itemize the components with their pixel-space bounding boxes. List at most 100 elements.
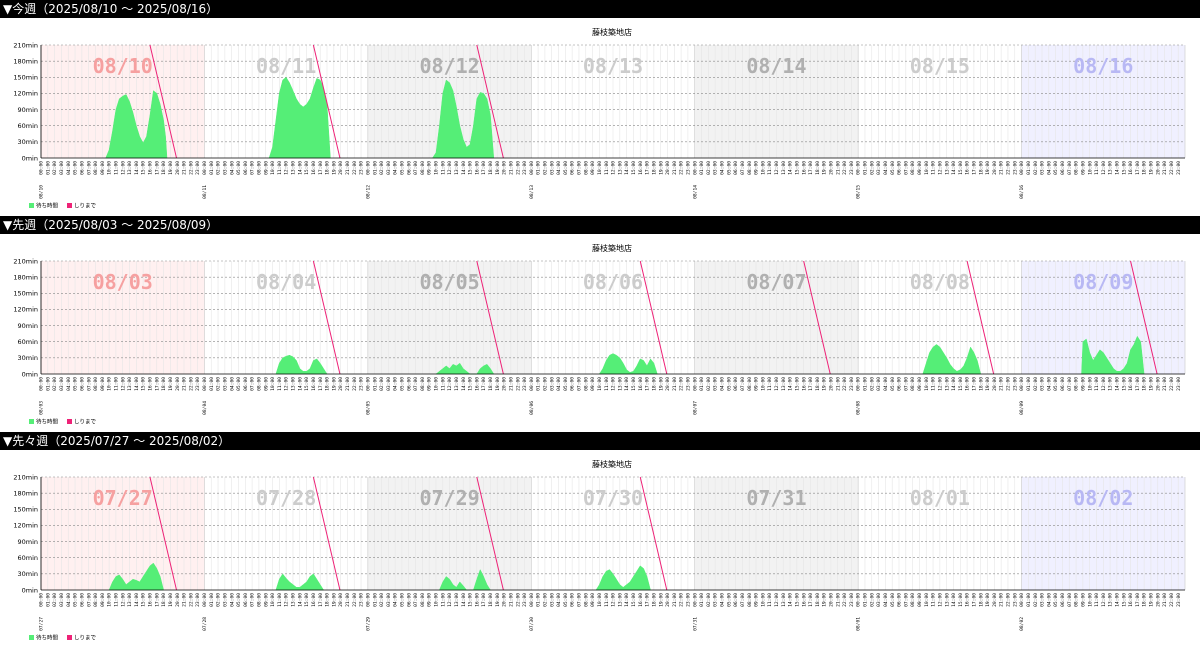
x-tick-label: 21:00 (345, 161, 351, 175)
day-label: 07/30 (583, 486, 643, 510)
x-tick-label: 02:00 (869, 593, 875, 607)
x-tick-label: 03:00 (876, 161, 882, 175)
x-date-label: 08/16 (1019, 185, 1025, 199)
x-tick-label: 13:00 (127, 593, 133, 607)
x-tick-label: 02:00 (706, 593, 712, 607)
legend-swatch-wait (29, 635, 34, 640)
x-tick-label: 17:00 (808, 593, 814, 607)
x-tick-label: 14:00 (951, 593, 957, 607)
x-tick-label: 13:00 (127, 161, 133, 175)
x-tick-label: 11:00 (277, 161, 283, 175)
x-tick-label: 09:00 (427, 377, 433, 391)
y-tick-label: 150min (13, 506, 38, 514)
slope-line (476, 476, 504, 591)
x-tick-label: 19:00 (658, 161, 664, 175)
x-tick-label: 03:00 (222, 161, 228, 175)
x-tick-label: 15:00 (304, 593, 310, 607)
day-label: 08/04 (256, 270, 316, 294)
x-tick-label: 04:00 (393, 161, 399, 175)
x-tick-label: 09:00 (590, 161, 596, 175)
x-tick-label: 08:00 (257, 377, 263, 391)
y-tick-label: 120min (13, 522, 38, 530)
x-tick-label: 12:00 (937, 377, 943, 391)
x-tick-label: 08:00 (583, 593, 589, 607)
x-tick-label: 08:00 (1074, 161, 1080, 175)
x-tick-label: 06:00 (79, 593, 85, 607)
x-tick-label: 16:00 (638, 161, 644, 175)
day-label: 08/02 (1073, 486, 1133, 510)
x-tick-label: 23:00 (359, 593, 365, 607)
x-tick-label: 03:00 (549, 593, 555, 607)
x-tick-label: 04:00 (720, 161, 726, 175)
x-date-label: 07/29 (365, 617, 371, 631)
x-tick-label: 03:00 (59, 593, 65, 607)
legend-swatch-line (67, 419, 72, 424)
x-tick-label: 23:00 (522, 593, 528, 607)
x-tick-label: 23:00 (849, 377, 855, 391)
x-tick-label: 04:00 (883, 593, 889, 607)
x-tick-label: 07:00 (250, 377, 256, 391)
x-tick-label: 00:00 (1019, 161, 1025, 175)
x-tick-label: 03:00 (549, 377, 555, 391)
x-tick-label: 18:00 (325, 161, 331, 175)
x-tick-label: 02:00 (216, 161, 222, 175)
x-tick-label: 11:00 (114, 593, 120, 607)
x-tick-label: 07:00 (413, 593, 419, 607)
x-tick-label: 09:00 (100, 593, 106, 607)
x-tick-label: 01:00 (863, 593, 869, 607)
x-tick-label: 12:00 (937, 593, 943, 607)
x-tick-label: 03:00 (59, 377, 65, 391)
x-tick-label: 03:00 (1040, 377, 1046, 391)
x-tick-label: 20:00 (338, 593, 344, 607)
x-tick-label: 00:00 (39, 377, 45, 391)
x-tick-label: 07:00 (250, 593, 256, 607)
section-header: ▼先々週（2025/07/27 〜 2025/08/02） (0, 432, 1200, 450)
x-tick-label: 12:00 (1101, 377, 1107, 391)
wait-area (275, 573, 325, 591)
x-date-label: 07/31 (692, 617, 698, 631)
x-tick-label: 04:00 (1046, 161, 1052, 175)
x-tick-label: 20:00 (338, 377, 344, 391)
x-tick-label: 12:00 (937, 161, 943, 175)
x-tick-label: 17:00 (1135, 161, 1141, 175)
x-tick-label: 03:00 (386, 377, 392, 391)
x-tick-label: 11:00 (931, 377, 937, 391)
x-tick-label: 11:00 (440, 377, 446, 391)
x-tick-label: 13:00 (781, 377, 787, 391)
x-tick-label: 09:00 (917, 377, 923, 391)
x-tick-label: 14:00 (788, 377, 794, 391)
x-tick-label: 17:00 (318, 161, 324, 175)
x-date-label: 08/06 (529, 401, 535, 415)
x-tick-label: 20:00 (665, 593, 671, 607)
x-tick-label: 17:00 (154, 377, 160, 391)
x-date-label: 08/15 (856, 185, 862, 199)
x-tick-label: 14:00 (1115, 593, 1121, 607)
x-tick-label: 07:00 (577, 377, 583, 391)
x-tick-label: 14:00 (624, 593, 630, 607)
x-tick-label: 04:00 (556, 161, 562, 175)
legend-label-line: しりまで (74, 203, 97, 210)
x-tick-label: 10:00 (760, 593, 766, 607)
x-tick-label: 00:00 (365, 377, 371, 391)
x-tick-label: 12:00 (774, 161, 780, 175)
slope-line (476, 44, 504, 159)
x-tick-label: 10:00 (1087, 377, 1093, 391)
x-tick-label: 11:00 (1094, 377, 1100, 391)
x-tick-label: 00:00 (202, 593, 208, 607)
x-date-label: 08/12 (365, 185, 371, 199)
x-tick-label: 19:00 (1149, 593, 1155, 607)
x-tick-label: 00:00 (529, 377, 535, 391)
day-label: 07/31 (746, 486, 806, 510)
x-date-label: 08/14 (692, 185, 698, 199)
x-tick-label: 06:00 (1060, 377, 1066, 391)
x-tick-label: 06:00 (406, 377, 412, 391)
x-tick-label: 01:00 (45, 593, 51, 607)
section-last-week: ▼先週（2025/08/03 〜 2025/08/09） 藤枝築地店 0min 30… (0, 216, 1200, 432)
x-tick-label: 20:00 (992, 593, 998, 607)
x-tick-label: 20:00 (502, 377, 508, 391)
x-tick-label: 13:00 (944, 377, 950, 391)
x-tick-label: 02:00 (543, 593, 549, 607)
x-tick-label: 18:00 (815, 593, 821, 607)
x-tick-label: 20:00 (502, 161, 508, 175)
x-tick-label: 00:00 (529, 161, 535, 175)
